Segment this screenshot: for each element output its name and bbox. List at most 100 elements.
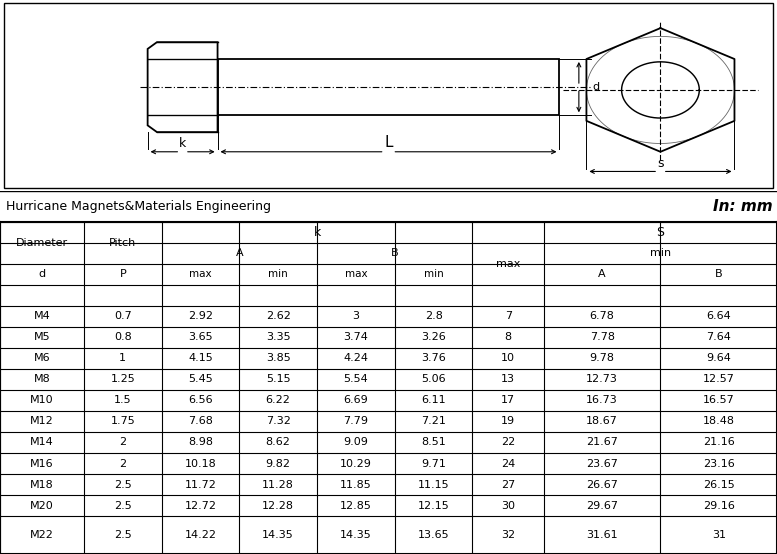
Text: 32: 32 bbox=[501, 530, 515, 540]
Text: M6: M6 bbox=[33, 353, 51, 363]
Text: 6.78: 6.78 bbox=[590, 311, 615, 321]
Text: 3.85: 3.85 bbox=[266, 353, 291, 363]
Text: 9.78: 9.78 bbox=[590, 353, 615, 363]
Text: 6.64: 6.64 bbox=[706, 311, 731, 321]
Text: 1.25: 1.25 bbox=[110, 375, 135, 384]
Text: 5.45: 5.45 bbox=[188, 375, 213, 384]
Text: 7.78: 7.78 bbox=[590, 332, 615, 342]
Text: 2.5: 2.5 bbox=[114, 530, 131, 540]
Text: 5.54: 5.54 bbox=[343, 375, 368, 384]
Text: B: B bbox=[391, 248, 399, 258]
Text: Pitch: Pitch bbox=[109, 238, 137, 248]
Text: 2.92: 2.92 bbox=[188, 311, 213, 321]
Text: 29.16: 29.16 bbox=[702, 501, 735, 511]
Text: 12.57: 12.57 bbox=[702, 375, 735, 384]
Text: M5: M5 bbox=[33, 332, 51, 342]
Text: 12.28: 12.28 bbox=[262, 501, 294, 511]
Text: 2.5: 2.5 bbox=[114, 480, 131, 490]
Text: 7.21: 7.21 bbox=[421, 417, 446, 427]
Text: 18.48: 18.48 bbox=[702, 417, 735, 427]
Text: 9.71: 9.71 bbox=[421, 459, 446, 469]
Text: 11.15: 11.15 bbox=[418, 480, 449, 490]
Text: 10.29: 10.29 bbox=[340, 459, 372, 469]
Text: 6.69: 6.69 bbox=[343, 396, 368, 406]
Text: d: d bbox=[38, 269, 46, 279]
Text: M8: M8 bbox=[33, 375, 51, 384]
Text: 8: 8 bbox=[504, 332, 512, 342]
Text: 2.62: 2.62 bbox=[266, 311, 291, 321]
Text: 2: 2 bbox=[119, 459, 127, 469]
Text: 31: 31 bbox=[712, 530, 726, 540]
Text: 4.15: 4.15 bbox=[188, 353, 213, 363]
Text: 18.67: 18.67 bbox=[586, 417, 618, 427]
Text: 21.16: 21.16 bbox=[703, 438, 734, 448]
Text: 7.68: 7.68 bbox=[188, 417, 213, 427]
Text: S: S bbox=[657, 225, 664, 239]
Text: max: max bbox=[344, 269, 368, 279]
Text: min: min bbox=[423, 269, 444, 279]
Text: 3.74: 3.74 bbox=[343, 332, 368, 342]
Text: 9.64: 9.64 bbox=[706, 353, 731, 363]
Text: 3: 3 bbox=[352, 311, 360, 321]
Text: 8.62: 8.62 bbox=[266, 438, 291, 448]
Text: 13.65: 13.65 bbox=[418, 530, 449, 540]
Text: 29.67: 29.67 bbox=[586, 501, 618, 511]
Text: 14.35: 14.35 bbox=[263, 530, 294, 540]
Text: 11.28: 11.28 bbox=[262, 480, 294, 490]
Text: 14.35: 14.35 bbox=[340, 530, 371, 540]
Text: 10: 10 bbox=[501, 353, 515, 363]
Text: 31.61: 31.61 bbox=[587, 530, 618, 540]
Text: L: L bbox=[385, 135, 392, 150]
Text: A: A bbox=[235, 248, 243, 258]
Text: 1.5: 1.5 bbox=[114, 396, 131, 406]
Text: 6.22: 6.22 bbox=[266, 396, 291, 406]
Text: 11.85: 11.85 bbox=[340, 480, 371, 490]
Text: k: k bbox=[179, 137, 186, 150]
Text: 19: 19 bbox=[501, 417, 515, 427]
Text: P: P bbox=[120, 269, 126, 279]
Text: min: min bbox=[650, 248, 671, 258]
Bar bbox=[218, 59, 559, 115]
Text: Hurricane Magnets&Materials Engineering: Hurricane Magnets&Materials Engineering bbox=[6, 200, 271, 213]
Text: 3.65: 3.65 bbox=[188, 332, 213, 342]
Text: M14: M14 bbox=[30, 438, 54, 448]
Text: 7: 7 bbox=[504, 311, 512, 321]
Text: 4.24: 4.24 bbox=[343, 353, 368, 363]
Text: 7.32: 7.32 bbox=[266, 417, 291, 427]
Text: In: mm: In: mm bbox=[713, 199, 773, 214]
Text: 16.73: 16.73 bbox=[587, 396, 618, 406]
Text: s: s bbox=[657, 157, 664, 170]
Text: 12.72: 12.72 bbox=[184, 501, 217, 511]
Text: 26.67: 26.67 bbox=[586, 480, 618, 490]
Text: M4: M4 bbox=[33, 311, 51, 321]
Text: 1.75: 1.75 bbox=[110, 417, 135, 427]
Text: k: k bbox=[313, 225, 321, 239]
Text: 10.18: 10.18 bbox=[185, 459, 216, 469]
Text: 12.15: 12.15 bbox=[418, 501, 449, 511]
Text: M12: M12 bbox=[30, 417, 54, 427]
Text: 7.79: 7.79 bbox=[343, 417, 368, 427]
Text: 26.15: 26.15 bbox=[703, 480, 734, 490]
Text: 6.56: 6.56 bbox=[188, 396, 213, 406]
Text: 5.15: 5.15 bbox=[266, 375, 291, 384]
Text: 8.98: 8.98 bbox=[188, 438, 213, 448]
Text: M22: M22 bbox=[30, 530, 54, 540]
Text: M20: M20 bbox=[30, 501, 54, 511]
Text: 12.73: 12.73 bbox=[586, 375, 618, 384]
Text: max: max bbox=[189, 269, 212, 279]
Text: Diameter: Diameter bbox=[16, 238, 68, 248]
Text: 21.67: 21.67 bbox=[586, 438, 618, 448]
Text: 16.57: 16.57 bbox=[703, 396, 734, 406]
Text: 30: 30 bbox=[501, 501, 515, 511]
Text: B: B bbox=[715, 269, 723, 279]
Text: min: min bbox=[268, 269, 288, 279]
Text: 13: 13 bbox=[501, 375, 515, 384]
Text: 8.51: 8.51 bbox=[421, 438, 446, 448]
Text: max: max bbox=[496, 259, 521, 269]
Text: 0.8: 0.8 bbox=[114, 332, 131, 342]
Text: 3.26: 3.26 bbox=[421, 332, 446, 342]
Text: 27: 27 bbox=[501, 480, 515, 490]
Text: 14.22: 14.22 bbox=[184, 530, 217, 540]
Text: A: A bbox=[598, 269, 606, 279]
Text: 11.72: 11.72 bbox=[184, 480, 217, 490]
